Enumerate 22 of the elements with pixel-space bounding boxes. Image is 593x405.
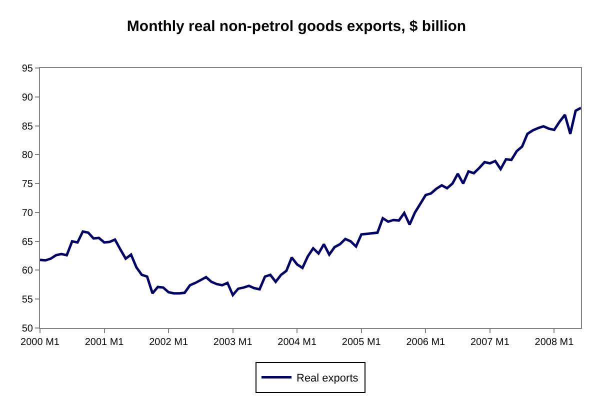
chart-title: Monthly real non-petrol goods exports, $ billion (126, 18, 466, 35)
x-tick-label: 2000 M1 (20, 337, 60, 348)
y-tick-label: 95 (22, 64, 34, 74)
x-tick-label: 2006 M1 (406, 337, 446, 348)
x-tick-label: 2004 M1 (278, 337, 318, 348)
x-tick-label: 2008 M1 (534, 337, 574, 348)
line-series (40, 106, 581, 296)
y-tick-label: 65 (22, 236, 34, 248)
x-tick-label: 2005 M1 (342, 337, 382, 348)
y-tick-label: 85 (22, 121, 34, 132)
x-tick-label: 2001 M1 (84, 337, 124, 348)
y-tick-label: 70 (22, 208, 34, 219)
y-tick-label: 80 (22, 150, 34, 162)
y-tick-label: 50 (22, 324, 34, 334)
x-tick-label: 2002 M1 (149, 337, 188, 348)
y-tick-label: 75 (22, 179, 34, 190)
y-tick-label: 90 (22, 92, 34, 104)
x-tick-label: 2003 M1 (213, 337, 253, 348)
y-tick-label: 60 (22, 266, 34, 277)
legend-label: Real exports (296, 372, 359, 385)
y-tick-label: 55 (22, 294, 34, 306)
x-tick-label: 2007 M1 (470, 337, 510, 348)
